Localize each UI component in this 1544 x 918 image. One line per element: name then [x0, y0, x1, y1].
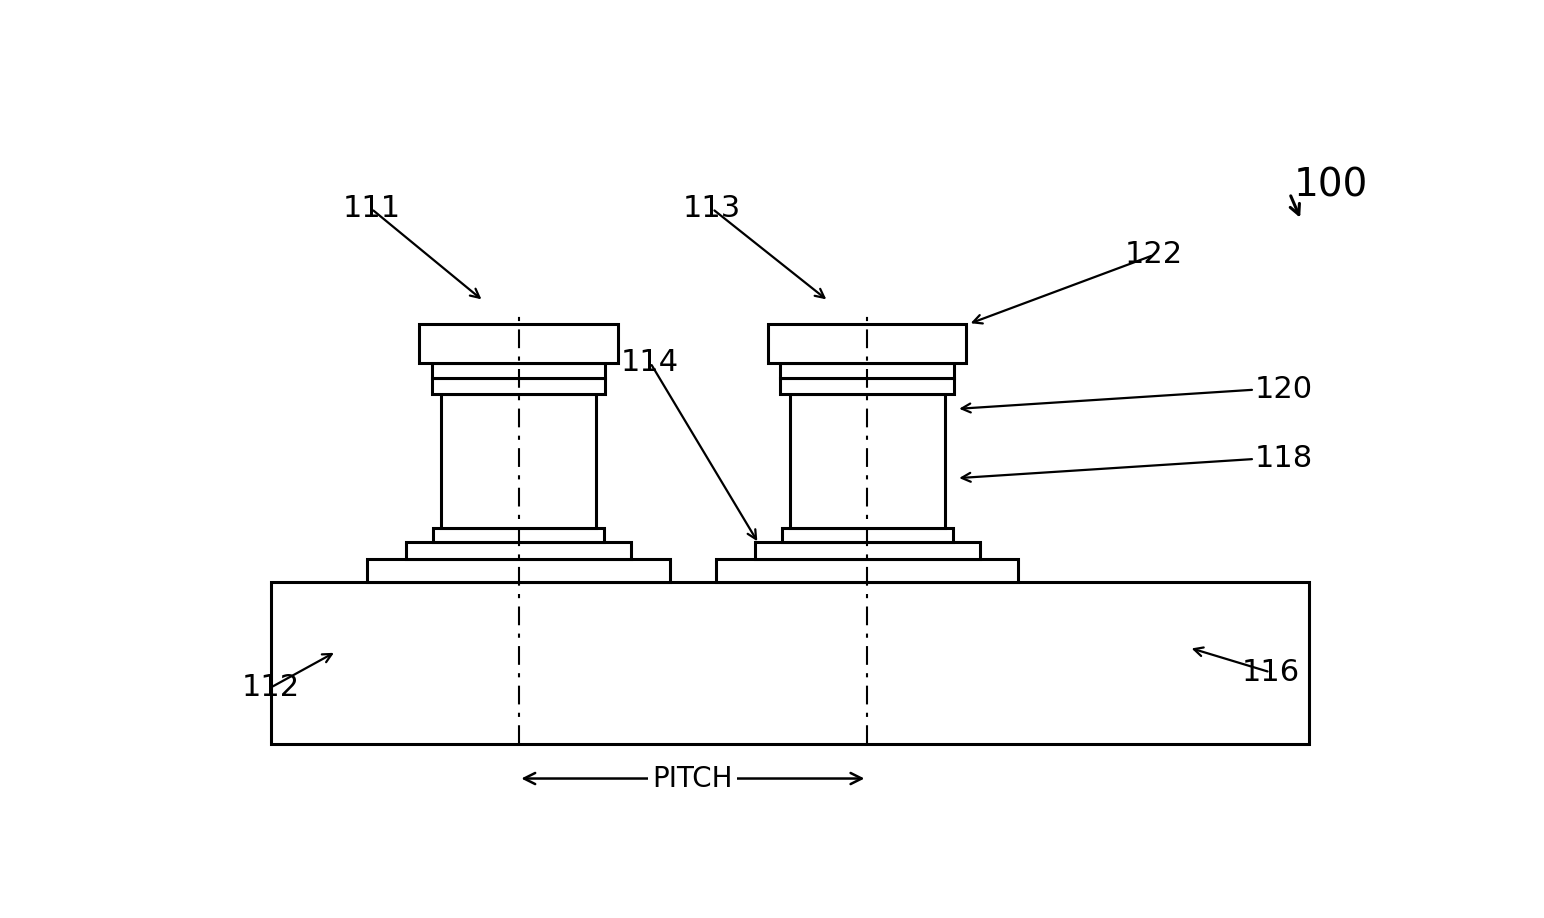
Bar — [755, 543, 979, 559]
Text: 112: 112 — [241, 673, 300, 702]
Text: 113: 113 — [682, 195, 741, 223]
Bar — [442, 394, 596, 528]
Bar — [406, 543, 631, 559]
Text: 118: 118 — [1255, 444, 1312, 474]
Text: 111: 111 — [343, 195, 400, 223]
Text: 122: 122 — [1126, 241, 1183, 269]
Bar — [434, 528, 604, 543]
Bar — [781, 528, 953, 543]
Bar — [432, 363, 605, 378]
Bar — [780, 363, 954, 378]
Bar — [270, 582, 1309, 744]
Text: 116: 116 — [1241, 658, 1300, 687]
Bar — [432, 378, 605, 394]
Bar — [780, 378, 954, 394]
Bar — [420, 324, 618, 363]
Text: 120: 120 — [1255, 375, 1312, 404]
Text: PITCH: PITCH — [653, 765, 733, 792]
Bar — [789, 394, 945, 528]
Bar — [367, 559, 670, 582]
Bar — [716, 559, 1019, 582]
Text: 114: 114 — [621, 348, 679, 377]
Bar — [767, 324, 967, 363]
Text: 100: 100 — [1294, 167, 1368, 205]
